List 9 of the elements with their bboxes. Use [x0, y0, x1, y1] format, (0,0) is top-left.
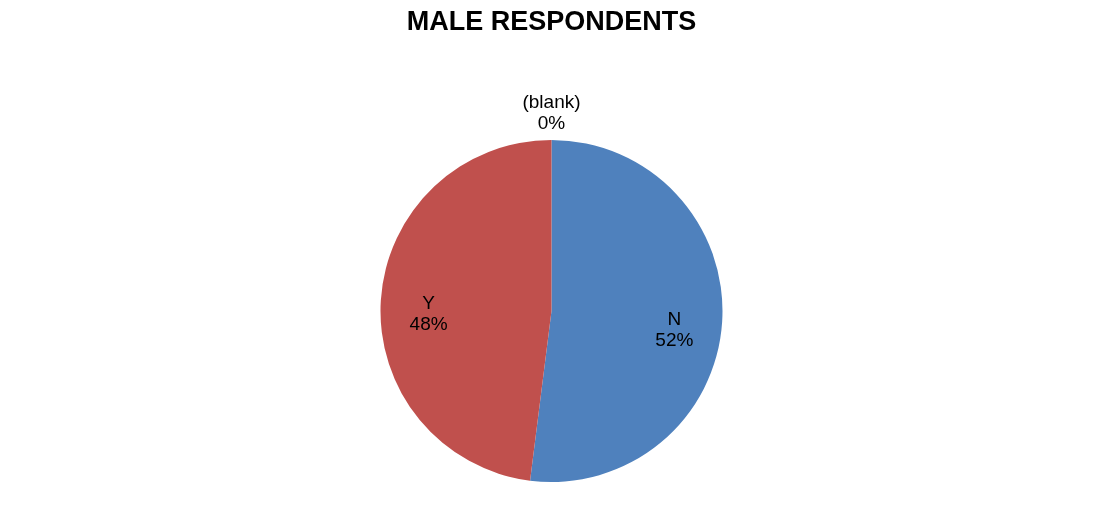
pie-slice: [380, 140, 552, 481]
data-label: 52%: [655, 328, 694, 350]
category-label: (blank): [522, 91, 581, 113]
slice-label: N: [667, 307, 682, 329]
data-label: 48%: [409, 313, 448, 335]
slice-label: Y: [422, 292, 436, 314]
chart-title: MALE RESPONDENTS: [406, 6, 697, 36]
text: 0%: [537, 112, 566, 134]
pie-slice: [530, 140, 723, 482]
